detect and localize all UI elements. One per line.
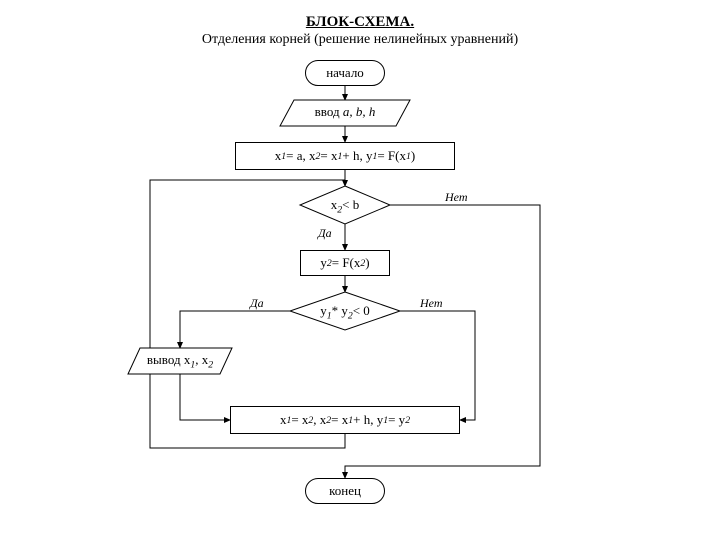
node-update: x1 = x2, x2 = x1 + h, y1 = y2 bbox=[230, 406, 460, 434]
node-cond1-shape bbox=[300, 186, 390, 224]
label-cond1-no: Нет bbox=[445, 190, 468, 205]
label-cond1-yes: Да bbox=[318, 226, 332, 241]
diagram-subtitle: Отделения корней (решение нелинейных ура… bbox=[0, 32, 720, 48]
node-output-shape bbox=[128, 348, 232, 374]
label-cond2-no: Нет bbox=[420, 296, 443, 311]
node-cond2-shape bbox=[290, 292, 400, 330]
flowchart-canvas: БЛОК-СХЕМА. Отделения корней (решение не… bbox=[0, 0, 720, 540]
diagram-title: БЛОК-СХЕМА. bbox=[0, 14, 720, 31]
node-calc: y2 = F(x2) bbox=[300, 250, 390, 276]
node-init: x1 = a, x2 = x1 + h, y1 = F(x1) bbox=[235, 142, 455, 170]
node-input-shape bbox=[280, 100, 410, 126]
label-cond2-yes: Да bbox=[250, 296, 264, 311]
node-end: конец bbox=[305, 478, 385, 504]
node-start: начало bbox=[305, 60, 385, 86]
